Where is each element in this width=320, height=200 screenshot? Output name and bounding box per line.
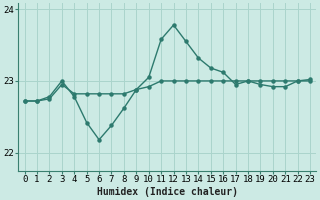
X-axis label: Humidex (Indice chaleur): Humidex (Indice chaleur) (97, 186, 238, 197)
